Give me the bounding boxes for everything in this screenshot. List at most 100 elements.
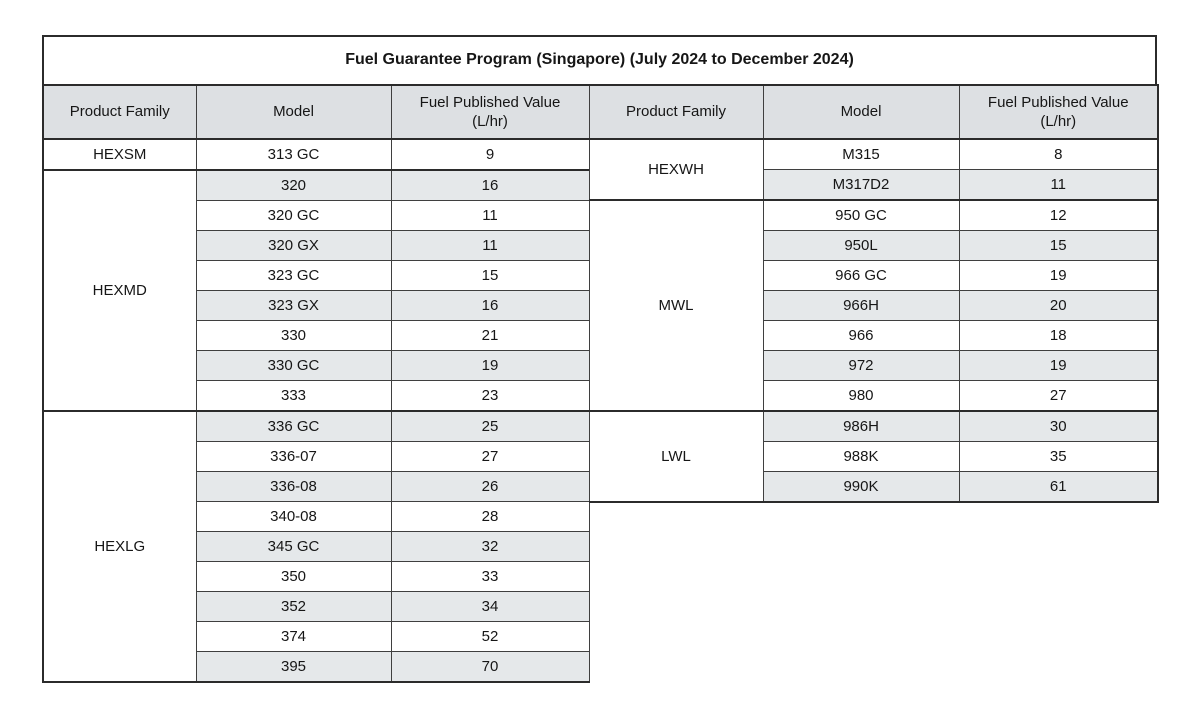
table-row: 966 GC 19 (589, 260, 1159, 291)
left-table-body: HEXSM 313 GC 9 HEXMD 320 16 320 GC 11 320 GX 11 32… (42, 138, 590, 683)
table-row: LWL 986H 30 (588, 410, 1159, 503)
table-row: 352 34 (43, 591, 590, 622)
product-family-cell: HEXMD (42, 169, 197, 412)
table-row: 374 52 (43, 621, 590, 652)
fuel-value-header: Fuel Published Value (L/hr) (390, 84, 590, 140)
model-cell: M317D2 (762, 169, 960, 201)
model-cell: 350 (195, 561, 392, 592)
fuel-guarantee-table: Fuel Guarantee Program (Singapore) (July… (42, 35, 1159, 683)
table-row: 330 GC 19 (43, 350, 590, 381)
model-cell: 950 GC (762, 199, 960, 231)
model-cell: 320 GC (195, 200, 392, 231)
table-row: 950L 15 (589, 230, 1159, 261)
table-row: HEXWH M315 8 (588, 138, 1159, 201)
model-cell: 966H (762, 290, 960, 321)
model-cell: 330 (195, 320, 392, 351)
fuel-value-cell: 25 (390, 410, 590, 442)
model-cell: 320 (195, 169, 392, 201)
model-cell: 395 (195, 651, 392, 683)
header-row: Product Family Model Fuel Published Value … (588, 84, 1159, 140)
product-family-cell: HEXLG (42, 410, 197, 683)
fuel-value-cell: 20 (958, 290, 1159, 321)
fuel-value-cell: 21 (390, 320, 590, 351)
fuel-value-cell: 11 (390, 230, 590, 261)
fuel-value-cell: 16 (390, 169, 590, 201)
fuel-value-cell: 34 (390, 591, 590, 622)
table-row: MWL 950 GC 12 (588, 199, 1159, 412)
fuel-value-cell: 19 (390, 350, 590, 381)
fuel-value-cell: 27 (958, 380, 1159, 412)
fuel-value-cell: 12 (958, 199, 1159, 231)
table-row: 340-08 28 (43, 501, 590, 532)
left-table: Product Family Model Fuel Published Value … (42, 84, 590, 683)
model-cell: 333 (195, 380, 392, 412)
fuel-value-cell: 15 (390, 260, 590, 291)
product-family-cell: MWL (588, 199, 764, 412)
tables-row: Product Family Model Fuel Published Value … (42, 84, 1159, 683)
table-row: M317D2 11 (589, 169, 1159, 201)
table-row: 966H 20 (589, 290, 1159, 321)
fuel-value-cell: 70 (390, 651, 590, 683)
model-cell: 323 GX (195, 290, 392, 321)
fuel-value-cell: 61 (958, 471, 1159, 503)
model-cell: M315 (762, 138, 960, 170)
model-cell: 313 GC (195, 138, 392, 171)
fuel-value-cell: 19 (958, 260, 1159, 291)
fuel-value-cell: 15 (958, 230, 1159, 261)
table-row: 323 GC 15 (43, 260, 590, 291)
fuel-value-cell: 27 (390, 441, 590, 472)
table-row: HEXMD 320 16 (42, 169, 590, 412)
model-cell: 345 GC (195, 531, 392, 562)
fuel-value-cell: 33 (390, 561, 590, 592)
header-row: Product Family Model Fuel Published Value … (42, 84, 590, 140)
model-cell: 374 (195, 621, 392, 652)
table-title: Fuel Guarantee Program (Singapore) (July… (42, 35, 1157, 84)
product-family-cell: HEXWH (588, 138, 764, 201)
model-cell: 336 GC (195, 410, 392, 442)
product-family-header: Product Family (588, 84, 764, 140)
model-cell: 966 GC (762, 260, 960, 291)
model-cell: 330 GC (195, 350, 392, 381)
table-row: 336-07 27 (43, 441, 590, 472)
fuel-value-cell: 30 (958, 410, 1159, 442)
table-row: HEXSM 313 GC 9 (42, 138, 590, 171)
product-family-header: Product Family (42, 84, 197, 140)
fuel-value-cell: 11 (958, 169, 1159, 201)
product-family-cell: LWL (588, 410, 764, 503)
right-table: Product Family Model Fuel Published Value … (588, 84, 1159, 503)
model-cell: 320 GX (195, 230, 392, 261)
model-cell: 950L (762, 230, 960, 261)
model-cell: 990K (762, 471, 960, 503)
fuel-value-cell: 9 (390, 138, 590, 171)
fuel-value-cell: 52 (390, 621, 590, 652)
table-row: 345 GC 32 (43, 531, 590, 562)
left-table-header: Product Family Model Fuel Published Value … (42, 84, 590, 140)
fuel-value-cell: 26 (390, 471, 590, 502)
table-row: 988K 35 (589, 441, 1159, 472)
model-cell: 966 (762, 320, 960, 351)
right-table-body: HEXWH M315 8 M317D2 11 MWL 950 GC 12 950L 15 966 G… (588, 138, 1159, 503)
table-row: 350 33 (43, 561, 590, 592)
fuel-value-cell: 19 (958, 350, 1159, 381)
model-cell: 336-07 (195, 441, 392, 472)
fuel-value-cell: 23 (390, 380, 590, 412)
table-row: 395 70 (43, 651, 590, 683)
model-header: Model (762, 84, 960, 140)
fuel-value-cell: 11 (390, 200, 590, 231)
fuel-value-header: Fuel Published Value (L/hr) (958, 84, 1159, 140)
table-row: 333 23 (43, 380, 590, 412)
table-row: 330 21 (43, 320, 590, 351)
model-cell: 323 GC (195, 260, 392, 291)
fuel-value-cell: 16 (390, 290, 590, 321)
table-row: 323 GX 16 (43, 290, 590, 321)
fuel-value-cell: 32 (390, 531, 590, 562)
model-cell: 972 (762, 350, 960, 381)
right-table-header: Product Family Model Fuel Published Value … (588, 84, 1159, 140)
model-cell: 340-08 (195, 501, 392, 532)
fuel-value-cell: 8 (958, 138, 1159, 170)
model-header: Model (195, 84, 392, 140)
model-cell: 352 (195, 591, 392, 622)
fuel-value-cell: 18 (958, 320, 1159, 351)
table-row: HEXLG 336 GC 25 (42, 410, 590, 683)
